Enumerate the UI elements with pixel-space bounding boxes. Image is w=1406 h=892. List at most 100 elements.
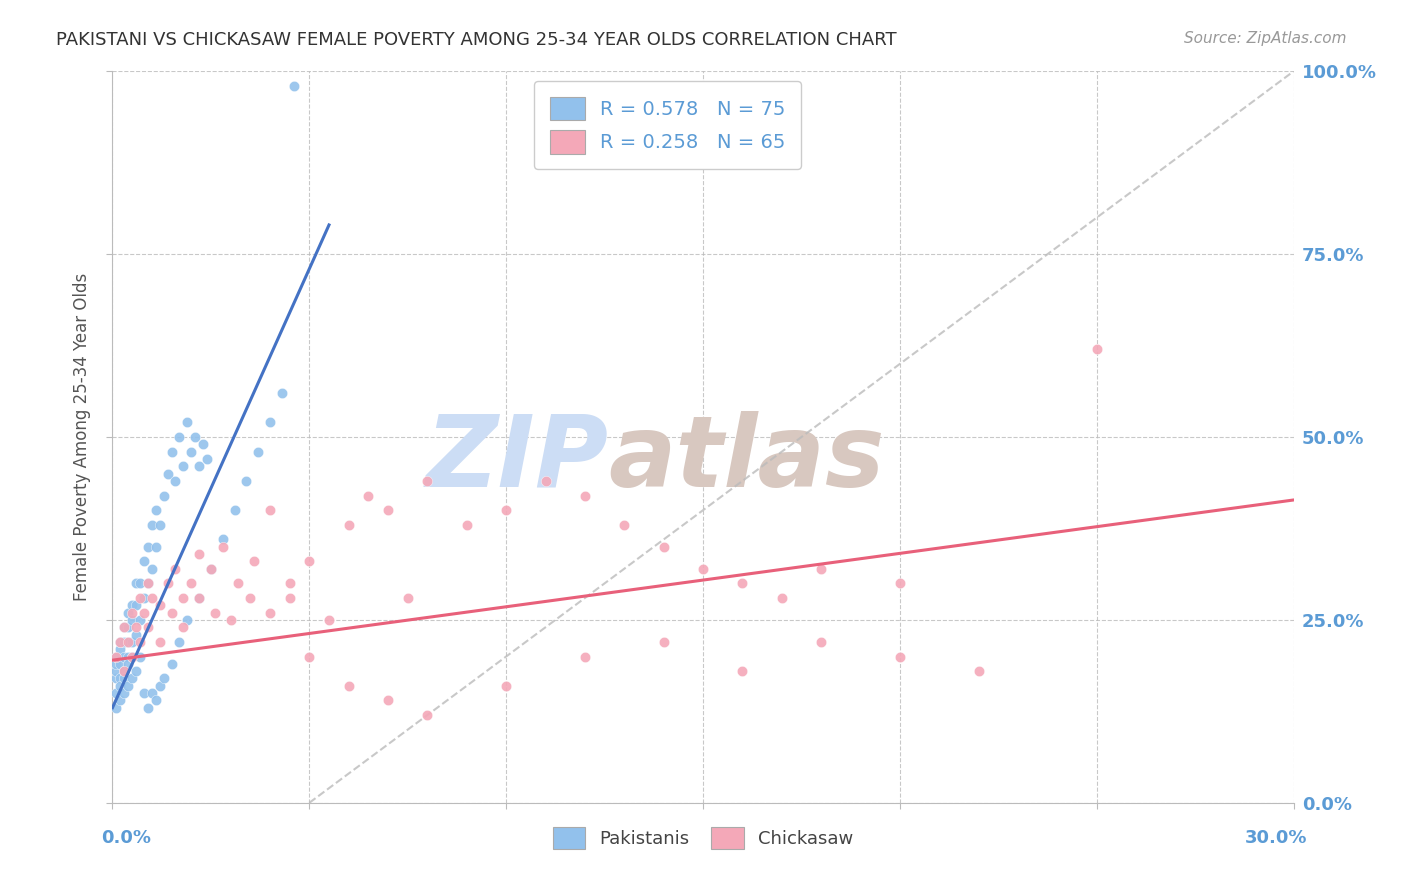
Point bbox=[298, 554, 321, 568]
Point bbox=[247, 444, 270, 458]
Point bbox=[112, 664, 135, 678]
Point bbox=[200, 562, 222, 576]
Point bbox=[160, 606, 183, 620]
Point bbox=[1085, 343, 1108, 357]
Point bbox=[121, 606, 143, 620]
Point bbox=[129, 591, 152, 605]
Point bbox=[195, 452, 218, 467]
Point bbox=[112, 620, 135, 634]
Point bbox=[121, 649, 143, 664]
Text: Source: ZipAtlas.com: Source: ZipAtlas.com bbox=[1184, 31, 1347, 46]
Point bbox=[180, 444, 202, 458]
Point bbox=[184, 430, 207, 444]
Point bbox=[495, 503, 517, 517]
Point bbox=[416, 474, 439, 488]
Point bbox=[117, 635, 139, 649]
Point bbox=[105, 649, 128, 664]
Point bbox=[270, 386, 292, 401]
Point bbox=[574, 489, 596, 503]
Point bbox=[136, 540, 159, 554]
Point bbox=[110, 672, 132, 686]
Point bbox=[132, 606, 155, 620]
Point bbox=[136, 576, 159, 591]
Point bbox=[132, 554, 155, 568]
Point bbox=[169, 430, 191, 444]
Point bbox=[125, 664, 148, 678]
Point bbox=[172, 620, 194, 634]
Point bbox=[211, 533, 233, 547]
Point bbox=[117, 657, 139, 671]
Point bbox=[117, 606, 139, 620]
Point bbox=[105, 657, 128, 671]
Point bbox=[121, 649, 143, 664]
Point bbox=[110, 693, 132, 707]
Point bbox=[110, 679, 132, 693]
Point bbox=[121, 672, 143, 686]
Point bbox=[172, 591, 194, 605]
Point bbox=[967, 664, 990, 678]
Point bbox=[188, 459, 211, 474]
Point bbox=[731, 664, 754, 678]
Point bbox=[110, 642, 132, 657]
Point bbox=[172, 459, 194, 474]
Point bbox=[110, 635, 132, 649]
Point bbox=[165, 562, 187, 576]
Point bbox=[176, 416, 198, 430]
Point bbox=[259, 416, 281, 430]
Point bbox=[149, 679, 172, 693]
Point bbox=[534, 474, 557, 488]
Point bbox=[377, 503, 399, 517]
Point bbox=[125, 599, 148, 613]
Point bbox=[110, 657, 132, 671]
Point bbox=[889, 576, 911, 591]
Point bbox=[770, 591, 793, 605]
Point bbox=[141, 517, 163, 532]
Point bbox=[165, 474, 187, 488]
Point bbox=[121, 635, 143, 649]
Point bbox=[243, 554, 266, 568]
Point bbox=[117, 679, 139, 693]
Point bbox=[318, 613, 340, 627]
Point bbox=[278, 576, 301, 591]
Point bbox=[121, 613, 143, 627]
Text: 30.0%: 30.0% bbox=[1246, 829, 1308, 847]
Legend: Pakistanis, Chickasaw: Pakistanis, Chickasaw bbox=[546, 820, 860, 856]
Point bbox=[136, 576, 159, 591]
Point bbox=[132, 686, 155, 700]
Point bbox=[228, 576, 250, 591]
Point bbox=[495, 679, 517, 693]
Point bbox=[188, 591, 211, 605]
Point bbox=[810, 562, 832, 576]
Point bbox=[129, 576, 152, 591]
Point bbox=[149, 599, 172, 613]
Point bbox=[105, 672, 128, 686]
Point bbox=[211, 540, 233, 554]
Point bbox=[112, 686, 135, 700]
Point bbox=[337, 679, 360, 693]
Point bbox=[160, 657, 183, 671]
Point bbox=[239, 591, 262, 605]
Point bbox=[176, 613, 198, 627]
Point bbox=[125, 576, 148, 591]
Point bbox=[169, 635, 191, 649]
Point bbox=[204, 606, 226, 620]
Point bbox=[396, 591, 419, 605]
Point bbox=[188, 547, 211, 561]
Point bbox=[121, 599, 143, 613]
Point bbox=[112, 649, 135, 664]
Point bbox=[112, 672, 135, 686]
Text: PAKISTANI VS CHICKASAW FEMALE POVERTY AMONG 25-34 YEAR OLDS CORRELATION CHART: PAKISTANI VS CHICKASAW FEMALE POVERTY AM… bbox=[56, 31, 897, 49]
Point bbox=[105, 649, 128, 664]
Point bbox=[110, 635, 132, 649]
Point bbox=[149, 635, 172, 649]
Point bbox=[132, 591, 155, 605]
Point bbox=[456, 517, 478, 532]
Point bbox=[105, 664, 128, 678]
Point bbox=[141, 562, 163, 576]
Point bbox=[416, 708, 439, 723]
Point bbox=[357, 489, 380, 503]
Point bbox=[145, 540, 167, 554]
Point bbox=[129, 649, 152, 664]
Point bbox=[129, 613, 152, 627]
Point bbox=[574, 649, 596, 664]
